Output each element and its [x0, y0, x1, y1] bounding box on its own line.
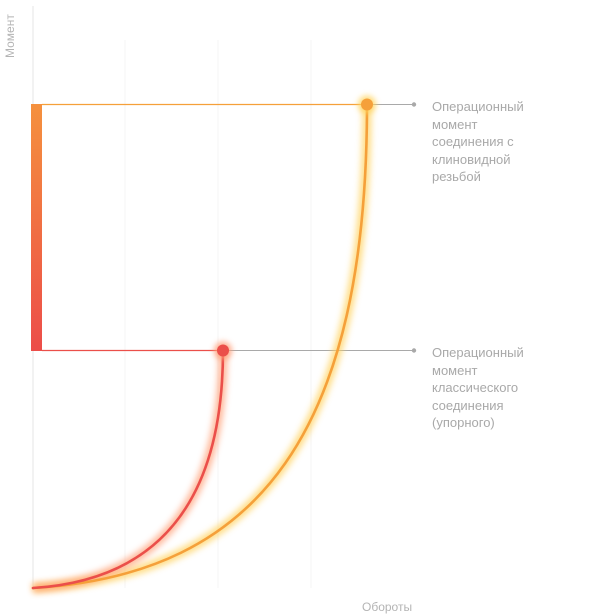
annotation-line: резьбой [432, 169, 481, 184]
annotation-line: соединения [432, 397, 504, 413]
annotation-line: классического [432, 380, 519, 395]
classic-guide-end-dot [411, 348, 417, 353]
annotation-line: момент [432, 116, 478, 132]
classic-curve-glow [32, 349, 228, 593]
annotation-line: соединения с [432, 134, 514, 149]
annotation-line: клиновидной [432, 151, 511, 167]
wedge-guide-end-dot [411, 102, 417, 107]
classic-connection-torque-curve [31, 348, 225, 590]
x-axis-title: Обороты [362, 600, 412, 614]
wedge-thread-torque-curve [31, 102, 369, 590]
background-grid [124, 40, 312, 588]
annotation-line: Операционный [432, 99, 524, 114]
wedge-endpoint-marker [361, 98, 373, 111]
classic-endpoint-marker [217, 344, 229, 357]
torque-range-bar [31, 104, 42, 351]
wedge-thread-torque-annotation: Операционный момент соединения с клинови… [432, 98, 557, 186]
wedge-curve-glow [32, 103, 372, 593]
classic-connection-torque-annotation: Операционный момент классического соедин… [432, 344, 557, 432]
annotation-line: Операционный [432, 345, 524, 360]
annotation-line: (упорного) [432, 415, 495, 430]
y-axis-title: Момент [3, 14, 17, 58]
annotation-line: момент [432, 362, 478, 378]
